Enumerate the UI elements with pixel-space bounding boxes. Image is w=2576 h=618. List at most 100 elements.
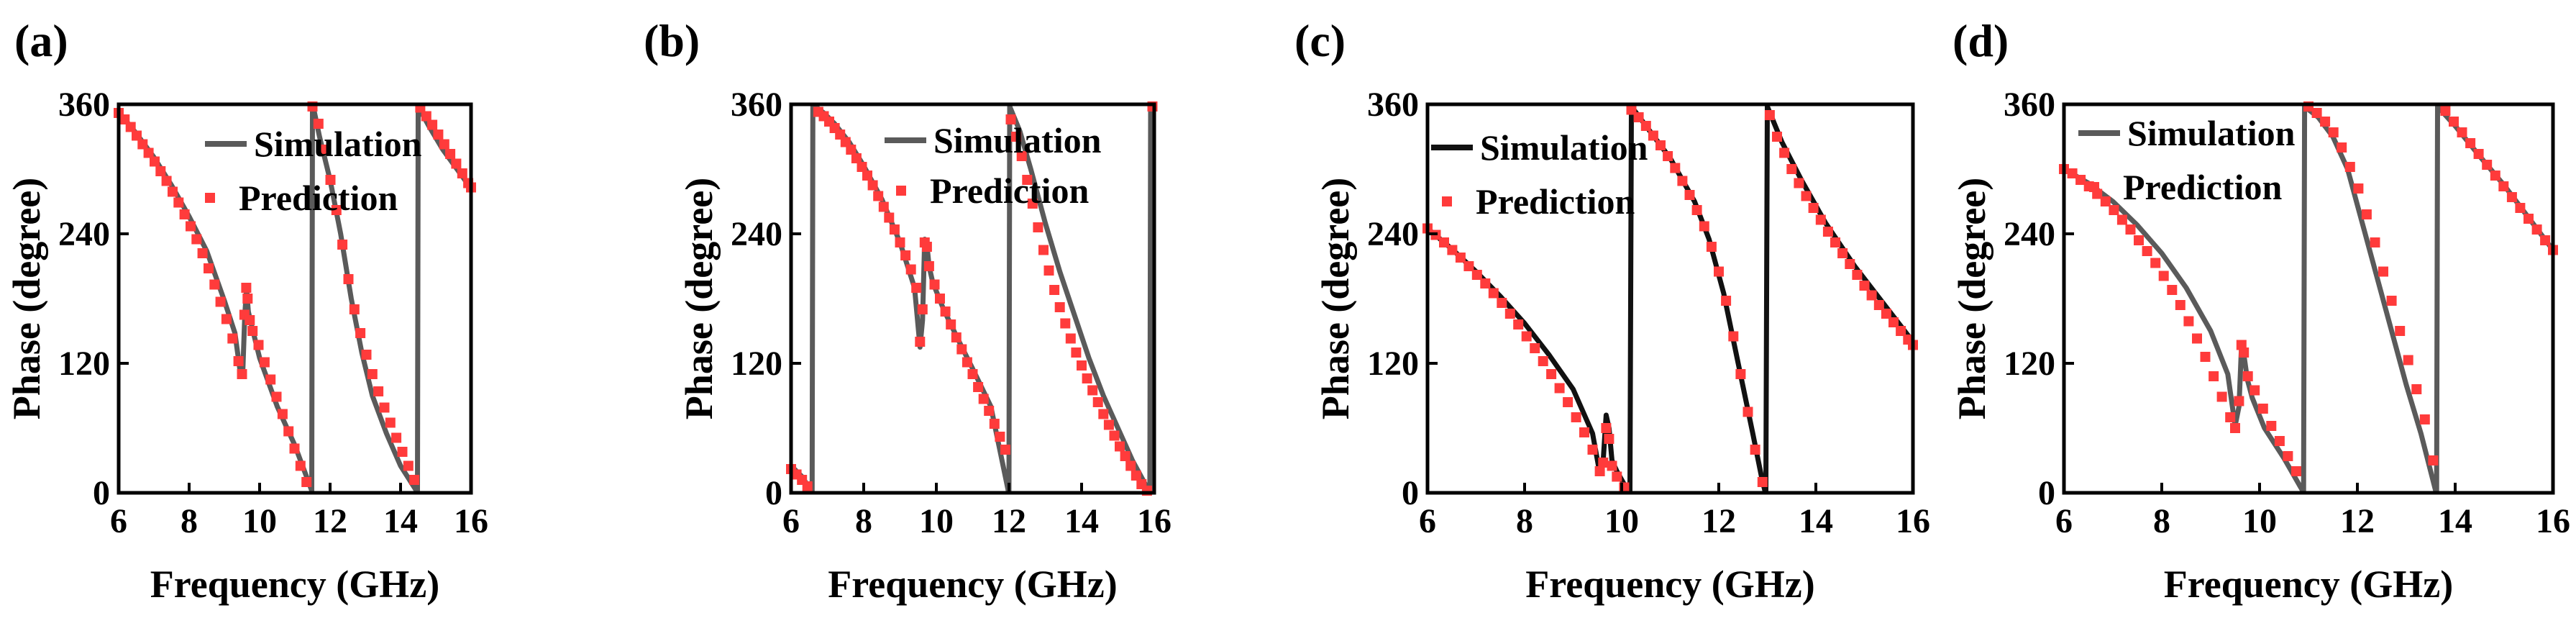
prediction-point bbox=[1735, 369, 1746, 379]
prediction-point bbox=[873, 191, 884, 201]
prediction-point bbox=[923, 261, 934, 271]
prediction-point bbox=[313, 119, 324, 129]
chart-panel-a: (a) 6 8 10 12 14 16 0 120 240 360 Frequency (GHz) Ph… bbox=[5, 15, 488, 606]
prediction-point bbox=[283, 426, 294, 437]
plot-frame bbox=[2062, 102, 2555, 495]
prediction-point bbox=[1092, 397, 1103, 407]
x-tick-label: 16 bbox=[1896, 502, 1930, 540]
prediction-point bbox=[1011, 132, 1022, 142]
prediction-point bbox=[259, 357, 270, 368]
prediction-point bbox=[1594, 466, 1605, 476]
prediction-series bbox=[786, 101, 1158, 496]
prediction-point bbox=[1598, 458, 1609, 468]
prediction-point bbox=[2100, 196, 2111, 206]
legend-prediction-label: Prediction bbox=[930, 171, 1089, 211]
x-tick-label: 8 bbox=[2153, 502, 2170, 540]
prediction-point bbox=[2250, 385, 2260, 396]
prediction-point bbox=[2465, 138, 2476, 148]
prediction-point bbox=[1049, 285, 1060, 295]
prediction-point bbox=[929, 279, 940, 290]
x-tick-label: 10 bbox=[1604, 502, 1639, 540]
prediction-point bbox=[956, 344, 967, 355]
prediction-point bbox=[2283, 451, 2293, 461]
y-tick-label: 120 bbox=[2004, 345, 2055, 383]
prediction-point bbox=[2378, 266, 2388, 277]
simulation-line bbox=[2064, 104, 2553, 493]
x-tick-label: 16 bbox=[1137, 502, 1171, 540]
prediction-point bbox=[295, 460, 306, 471]
prediction-point bbox=[433, 129, 444, 140]
y-tick-label: 0 bbox=[765, 474, 782, 512]
prediction-point bbox=[1822, 227, 1833, 237]
prediction-point bbox=[132, 130, 142, 141]
prediction-point bbox=[889, 224, 900, 235]
prediction-point bbox=[911, 283, 922, 293]
prediction-point bbox=[2361, 209, 2372, 219]
prediction-point bbox=[1016, 151, 1027, 161]
prediction-point bbox=[2403, 355, 2413, 365]
y-tick-label: 360 bbox=[731, 86, 782, 124]
prediction-point bbox=[1488, 288, 1499, 299]
prediction-point bbox=[2158, 271, 2169, 281]
prediction-point bbox=[1563, 397, 1574, 407]
prediction-point bbox=[2067, 168, 2078, 178]
prediction-point bbox=[2328, 127, 2339, 137]
plot-frame bbox=[789, 102, 1156, 495]
prediction-point bbox=[2449, 117, 2459, 127]
prediction-point bbox=[1772, 132, 1782, 142]
prediction-point bbox=[2353, 183, 2364, 194]
prediction-point bbox=[935, 294, 945, 304]
prediction-point bbox=[1497, 298, 1507, 308]
prediction-point bbox=[1873, 300, 1884, 310]
y-axis-title: Phase (degree) bbox=[1950, 178, 1993, 419]
prediction-point bbox=[915, 337, 926, 347]
x-tick-label: 6 bbox=[110, 502, 127, 540]
prediction-point bbox=[2457, 127, 2467, 137]
prediction-point bbox=[1764, 110, 1775, 120]
chart-panel-d: (d) 6 8 10 12 14 16 0 120 240 360 Frequency (GHz) Ph… bbox=[1950, 15, 2570, 606]
prediction-point bbox=[1750, 445, 1760, 455]
prediction-point bbox=[1779, 147, 1790, 158]
prediction-point bbox=[1706, 242, 1717, 252]
prediction-point bbox=[1546, 369, 1557, 379]
prediction-point bbox=[1612, 471, 1622, 482]
legend-simulation-label: Simulation bbox=[2127, 113, 2296, 153]
legend: Simulation Prediction bbox=[205, 124, 422, 218]
prediction-point bbox=[1115, 441, 1125, 452]
prediction-point bbox=[1604, 434, 1614, 444]
prediction-point bbox=[1125, 460, 1136, 471]
prediction-point bbox=[1640, 121, 1651, 131]
y-tick-label: 0 bbox=[1402, 474, 1419, 512]
prediction-point bbox=[150, 156, 160, 167]
prediction-point bbox=[403, 460, 414, 471]
prediction-point bbox=[2209, 371, 2219, 381]
prediction-point bbox=[2075, 175, 2086, 185]
prediction-point bbox=[1815, 214, 1826, 225]
prediction-point bbox=[867, 180, 878, 191]
prediction-point bbox=[1082, 373, 1092, 383]
prediction-point bbox=[1691, 205, 1702, 215]
prediction-point bbox=[161, 176, 172, 186]
prediction-point bbox=[984, 406, 995, 416]
prediction-point bbox=[951, 332, 962, 342]
prediction-point bbox=[2274, 436, 2285, 446]
x-tick-label: 8 bbox=[181, 502, 198, 540]
x-tick-label: 14 bbox=[1064, 502, 1099, 540]
prediction-point bbox=[265, 374, 276, 385]
prediction-point bbox=[221, 314, 232, 324]
prediction-point bbox=[2225, 412, 2236, 422]
prediction-point bbox=[1587, 445, 1598, 455]
prediction-point bbox=[1000, 445, 1010, 455]
x-tick-label: 12 bbox=[313, 502, 347, 540]
prediction-point bbox=[397, 447, 408, 457]
prediction-point bbox=[241, 283, 252, 293]
prediction-point bbox=[862, 171, 872, 181]
prediction-point bbox=[2183, 316, 2194, 327]
legend-simulation-label: Simulation bbox=[1480, 127, 1648, 168]
prediction-point bbox=[331, 205, 342, 215]
panel-label: (d) bbox=[1952, 15, 2009, 66]
prediction-point bbox=[2419, 414, 2430, 424]
prediction-point bbox=[973, 382, 984, 392]
prediction-point bbox=[277, 409, 288, 419]
prediction-point bbox=[451, 158, 462, 169]
